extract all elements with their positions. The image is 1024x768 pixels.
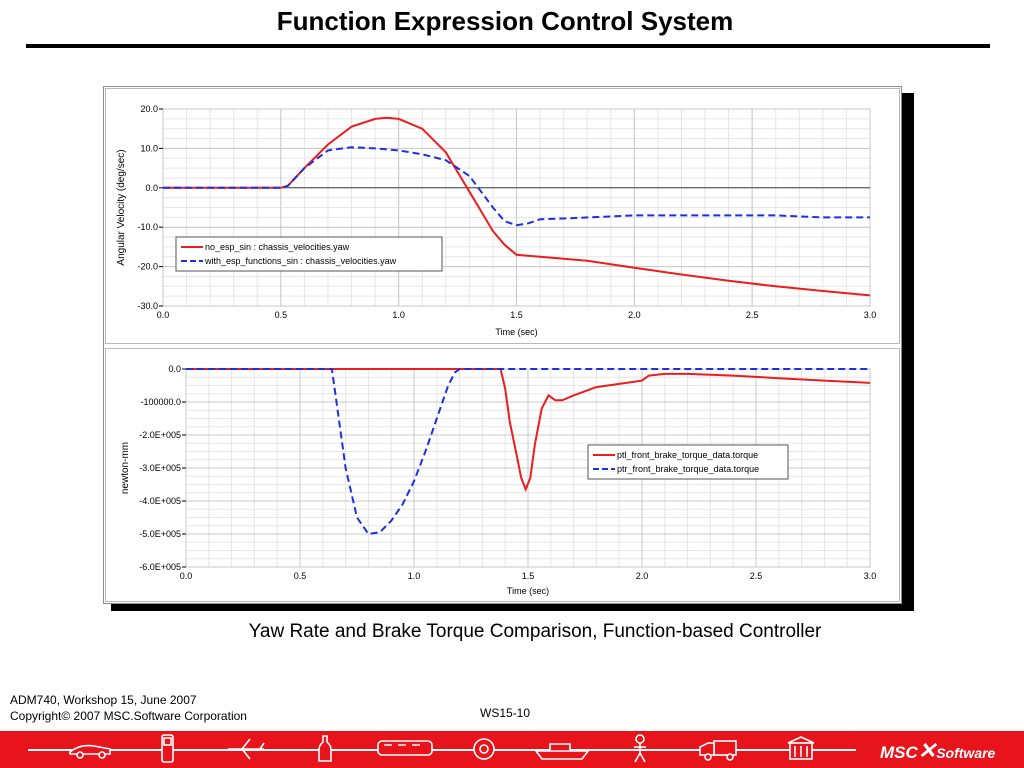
x-tick-label: 3.0 bbox=[864, 310, 877, 320]
legend-label: ptl_front_brake_torque_data.torque bbox=[617, 450, 758, 460]
brake-torque-chart: 0.0 0.5 1.0 1.5 2.0 2.5 3.0 0.0 -100000.0 -2.0E+0… bbox=[120, 364, 877, 596]
x-tick-label: 0.0 bbox=[180, 571, 193, 581]
x-tick-label: 1.5 bbox=[522, 571, 535, 581]
x-tick-label: 0.5 bbox=[294, 571, 307, 581]
gear-icon bbox=[473, 738, 495, 760]
footer-bar-line bbox=[28, 749, 856, 751]
x-axis-label: Time (sec) bbox=[507, 586, 549, 596]
series-line bbox=[186, 368, 871, 493]
y-axis-label: newton-mm bbox=[120, 442, 131, 494]
brand-footer-bar: MSC✕Software bbox=[0, 731, 1024, 768]
legend-box bbox=[587, 444, 789, 480]
x-tick-label: 3.0 bbox=[864, 571, 877, 581]
page-number: WS15-10 bbox=[480, 706, 531, 720]
figure-caption: Yaw Rate and Brake Torque Comparison, Fu… bbox=[248, 621, 822, 642]
legend-label: ptr_front_brake_torque_data.torque bbox=[617, 464, 759, 474]
race-car-icon bbox=[69, 744, 111, 759]
x-tick-label: 1.5 bbox=[510, 310, 523, 320]
airplane-icon bbox=[228, 738, 265, 760]
series-line bbox=[186, 368, 870, 536]
yaw-rate-chart-panel: 0.0 0.5 1.0 1.5 2.0 2.5 3.0 20.0 10.0 0.0 -10.0 -20… bbox=[105, 88, 900, 344]
brake-torque-chart-panel: 0.0 0.5 1.0 1.5 2.0 2.5 3.0 0.0 -100000.0 -2.0E+0… bbox=[105, 348, 900, 602]
footer-icons bbox=[69, 734, 815, 763]
y-tick-label: -4.0E+005 bbox=[139, 496, 181, 506]
chart-legend: no_esp_sin : chassis_velocities.yaw with_… bbox=[175, 236, 443, 272]
x-tick-label: 0.5 bbox=[275, 310, 288, 320]
x-tick-label: 1.0 bbox=[408, 571, 421, 581]
page-title: Function Expression Control System bbox=[276, 6, 734, 36]
msc-software-logo: MSC✕Software bbox=[880, 738, 995, 764]
brand-x-mark: ✕ bbox=[917, 738, 937, 763]
x-tick-label: 0.0 bbox=[157, 310, 170, 320]
chart-legend: ptl_front_brake_torque_data.torque ptr_fr… bbox=[587, 444, 789, 480]
footer-course-line: ADM740, Workshop 15, June 2007 bbox=[10, 693, 197, 707]
series-line bbox=[163, 116, 871, 297]
bottle-icon bbox=[318, 735, 332, 762]
x-tick-label: 2.0 bbox=[628, 310, 641, 320]
x-tick-label: 2.0 bbox=[636, 571, 649, 581]
y-tick-label: 10.0 bbox=[140, 143, 158, 153]
title-rule bbox=[26, 44, 990, 48]
ship-icon bbox=[534, 743, 590, 760]
y-tick-label: -30.0 bbox=[137, 301, 158, 311]
y-tick-label: -100000.0 bbox=[140, 397, 181, 407]
building-icon bbox=[787, 736, 815, 760]
train-icon bbox=[377, 740, 433, 756]
y-axis-label: Angular Velocity (deg/sec) bbox=[116, 149, 127, 265]
x-tick-label: 2.5 bbox=[750, 571, 763, 581]
brand-msc: MSC bbox=[880, 743, 918, 762]
y-tick-label: -20.0 bbox=[137, 262, 158, 272]
x-tick-label: 1.0 bbox=[392, 310, 405, 320]
y-tick-label: -10.0 bbox=[137, 222, 158, 232]
phone-icon bbox=[161, 734, 174, 763]
brand-software: Software bbox=[936, 745, 996, 761]
legend-label: no_esp_sin : chassis_velocities.yaw bbox=[205, 242, 350, 252]
y-tick-label: -2.0E+005 bbox=[139, 430, 181, 440]
y-tick-label: 0.0 bbox=[145, 183, 158, 193]
y-tick-label: -6.0E+005 bbox=[139, 562, 181, 572]
footer-copyright-line: Copyright© 2007 MSC.Software Corporation bbox=[10, 709, 247, 723]
truck-icon bbox=[699, 740, 737, 761]
y-tick-label: -3.0E+005 bbox=[139, 463, 181, 473]
y-tick-label: 0.0 bbox=[168, 364, 181, 374]
person-icon bbox=[634, 734, 646, 763]
series-line bbox=[163, 146, 870, 227]
y-tick-label: -5.0E+005 bbox=[139, 529, 181, 539]
y-tick-label: 20.0 bbox=[140, 104, 158, 114]
legend-box bbox=[175, 236, 443, 272]
x-tick-label: 2.5 bbox=[746, 310, 759, 320]
x-axis-label: Time (sec) bbox=[495, 327, 537, 337]
yaw-rate-chart: 0.0 0.5 1.0 1.5 2.0 2.5 3.0 20.0 10.0 0.0 -10.0 -20… bbox=[116, 104, 877, 337]
legend-label: with_esp_functions_sin : chassis_velocit… bbox=[204, 256, 397, 266]
footer-info: ADM740, Workshop 15, June 2007 Copyright… bbox=[10, 692, 247, 724]
